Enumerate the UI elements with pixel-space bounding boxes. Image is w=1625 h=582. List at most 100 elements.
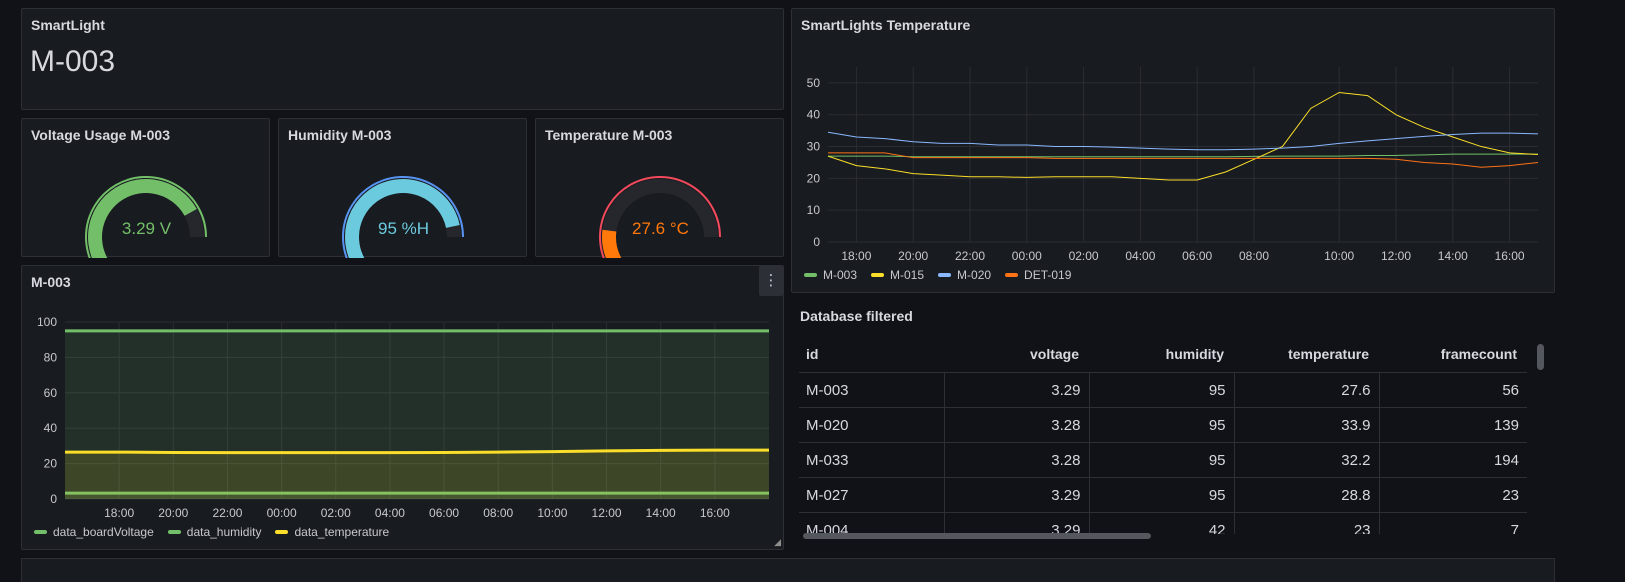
x-tick-label: 00:00 bbox=[267, 506, 297, 520]
legend-item-temperature[interactable]: data_temperature bbox=[275, 525, 389, 539]
legend-swatch bbox=[804, 273, 817, 277]
table-row[interactable]: M-027 3.29 95 28.8 23 bbox=[799, 477, 1527, 513]
legend-swatch bbox=[275, 530, 289, 534]
column-header-id[interactable]: id bbox=[799, 336, 944, 373]
x-tick-label: 06:00 bbox=[1182, 249, 1212, 263]
gauge-track bbox=[602, 179, 718, 258]
table-cell: 95 bbox=[1088, 407, 1234, 443]
table-cell: 3.29 bbox=[943, 372, 1089, 408]
legend-swatch bbox=[167, 530, 181, 534]
voltage-gauge-panel: Voltage Usage M-003 3.29 V bbox=[21, 118, 270, 258]
legend-item-det019[interactable]: DET-019 bbox=[1005, 268, 1071, 282]
gauge-threshold-arc bbox=[342, 176, 464, 258]
table-cell: 95 bbox=[1088, 372, 1234, 408]
humidity-gauge-panel: Humidity M-003 95 %H bbox=[278, 118, 527, 258]
legend-item-voltage[interactable]: data_boardVoltage bbox=[34, 525, 154, 539]
database-panel: Database filtered id voltage humidity te… bbox=[791, 300, 1555, 550]
database-title: Database filtered bbox=[800, 308, 913, 324]
y-tick-label: 20 bbox=[807, 171, 821, 185]
x-tick-label: 06:00 bbox=[429, 506, 459, 520]
x-tick-label: 20:00 bbox=[158, 506, 188, 520]
x-tick-label: 16:00 bbox=[700, 506, 730, 520]
humidity-gauge-title: Humidity M-003 bbox=[288, 127, 392, 143]
panel-menu-button[interactable]: ⋮ bbox=[759, 266, 783, 296]
legend-swatch bbox=[1005, 273, 1019, 277]
humidity-gauge bbox=[342, 176, 464, 258]
legend-item-m020[interactable]: M-020 bbox=[938, 268, 991, 282]
gauge-value-arc bbox=[345, 179, 460, 258]
x-tick-label: 14:00 bbox=[646, 506, 676, 520]
x-tick-label: 00:00 bbox=[1012, 249, 1042, 263]
column-header-voltage[interactable]: voltage bbox=[944, 336, 1089, 373]
y-tick-label: 40 bbox=[44, 421, 58, 435]
x-tick-label: 04:00 bbox=[375, 506, 405, 520]
temperature-gauge-panel: Temperature M-003 27.6 °C bbox=[535, 118, 784, 258]
table-cell: 95 bbox=[1088, 442, 1234, 478]
series-line-M-015 bbox=[827, 91, 1539, 181]
table-row[interactable]: M-033 3.28 95 32.2 194 bbox=[799, 442, 1527, 478]
voltage-gauge bbox=[85, 176, 207, 258]
column-header-temperature[interactable]: temperature bbox=[1234, 336, 1379, 373]
legend-item-m003[interactable]: M-003 bbox=[804, 268, 857, 282]
x-tick-label: 08:00 bbox=[483, 506, 513, 520]
y-tick-label: 0 bbox=[50, 492, 57, 506]
table-cell: 194 bbox=[1378, 442, 1527, 478]
legend-label: DET-019 bbox=[1024, 268, 1072, 282]
legend-swatch bbox=[34, 530, 47, 534]
table-row[interactable]: M-003 3.29 95 27.6 56 bbox=[799, 372, 1527, 408]
x-tick-label: 02:00 bbox=[321, 506, 351, 520]
table-cell: 3.28 bbox=[943, 442, 1089, 478]
y-tick-label: 20 bbox=[44, 457, 58, 471]
table-cell: M-003 bbox=[799, 372, 944, 408]
x-tick-label: 18:00 bbox=[104, 506, 134, 520]
temperature-gauge-value: 27.6 °C bbox=[632, 219, 689, 238]
table-cell: 95 bbox=[1088, 477, 1234, 513]
smartlight-title: SmartLight bbox=[31, 17, 105, 33]
y-tick-label: 0 bbox=[813, 235, 820, 249]
legend-swatch bbox=[871, 273, 885, 277]
series-area-data_humidity bbox=[65, 330, 769, 499]
table-cell: 28.8 bbox=[1233, 477, 1379, 513]
horizontal-scrollbar-thumb[interactable] bbox=[803, 533, 1151, 539]
series-line-data_temperature bbox=[65, 448, 769, 455]
table-cell: M-027 bbox=[799, 477, 944, 513]
m003-chart-panel: M-003 ⋮ 0 20 40 60 80 100 18:00 20:00 22:00 00:00… bbox=[21, 265, 784, 550]
table-cell: 3.29 bbox=[943, 477, 1089, 513]
vertical-scrollbar-thumb[interactable] bbox=[1537, 344, 1544, 370]
y-tick-label: 100 bbox=[37, 315, 57, 329]
y-tick-label: 60 bbox=[44, 386, 58, 400]
y-tick-label: 30 bbox=[807, 140, 821, 154]
table-row[interactable]: M-004 3.29 42 23 7 bbox=[799, 512, 1527, 534]
series-area-data_temperature bbox=[65, 450, 769, 499]
table-cell: 42 bbox=[1088, 512, 1234, 534]
temperature-gauge-title: Temperature M-003 bbox=[545, 127, 673, 143]
temperature-chart-legend: M-003 M-015 M-020 DET-019 bbox=[804, 268, 1071, 282]
x-tick-label: 12:00 bbox=[592, 506, 622, 520]
legend-item-humidity[interactable]: data_humidity bbox=[167, 525, 262, 539]
table-cell: 23 bbox=[1378, 477, 1527, 513]
x-tick-label: 22:00 bbox=[212, 506, 242, 520]
x-tick-label: 10:00 bbox=[537, 506, 567, 520]
table-cell: 33.9 bbox=[1233, 407, 1379, 443]
voltage-gauge-value: 3.29 V bbox=[121, 219, 172, 238]
column-header-framecount[interactable]: framecount bbox=[1379, 336, 1527, 373]
resize-handle-icon[interactable]: ◢ bbox=[774, 537, 781, 547]
series-line-M-020 bbox=[827, 131, 1539, 151]
legend-label: data_humidity bbox=[186, 525, 262, 539]
legend-label: M-020 bbox=[957, 268, 992, 282]
y-tick-label: 50 bbox=[807, 76, 821, 90]
legend-label: data_boardVoltage bbox=[53, 525, 154, 539]
table-cell: 7 bbox=[1378, 512, 1527, 534]
y-tick-label: 40 bbox=[807, 108, 821, 122]
table-header-row: id voltage humidity temperature framecou… bbox=[799, 336, 1527, 373]
gauge-threshold-arc bbox=[599, 176, 721, 258]
x-tick-label: 04:00 bbox=[1125, 249, 1155, 263]
table-row[interactable]: M-020 3.28 95 33.9 139 bbox=[799, 407, 1527, 443]
x-tick-label: 02:00 bbox=[1069, 249, 1099, 263]
more-vertical-icon: ⋮ bbox=[763, 272, 779, 289]
table-cell: 56 bbox=[1378, 372, 1527, 408]
x-tick-label: 14:00 bbox=[1438, 249, 1468, 263]
column-header-humidity[interactable]: humidity bbox=[1089, 336, 1234, 373]
series-line-M-003 bbox=[828, 153, 1538, 158]
legend-item-m015[interactable]: M-015 bbox=[871, 268, 924, 282]
